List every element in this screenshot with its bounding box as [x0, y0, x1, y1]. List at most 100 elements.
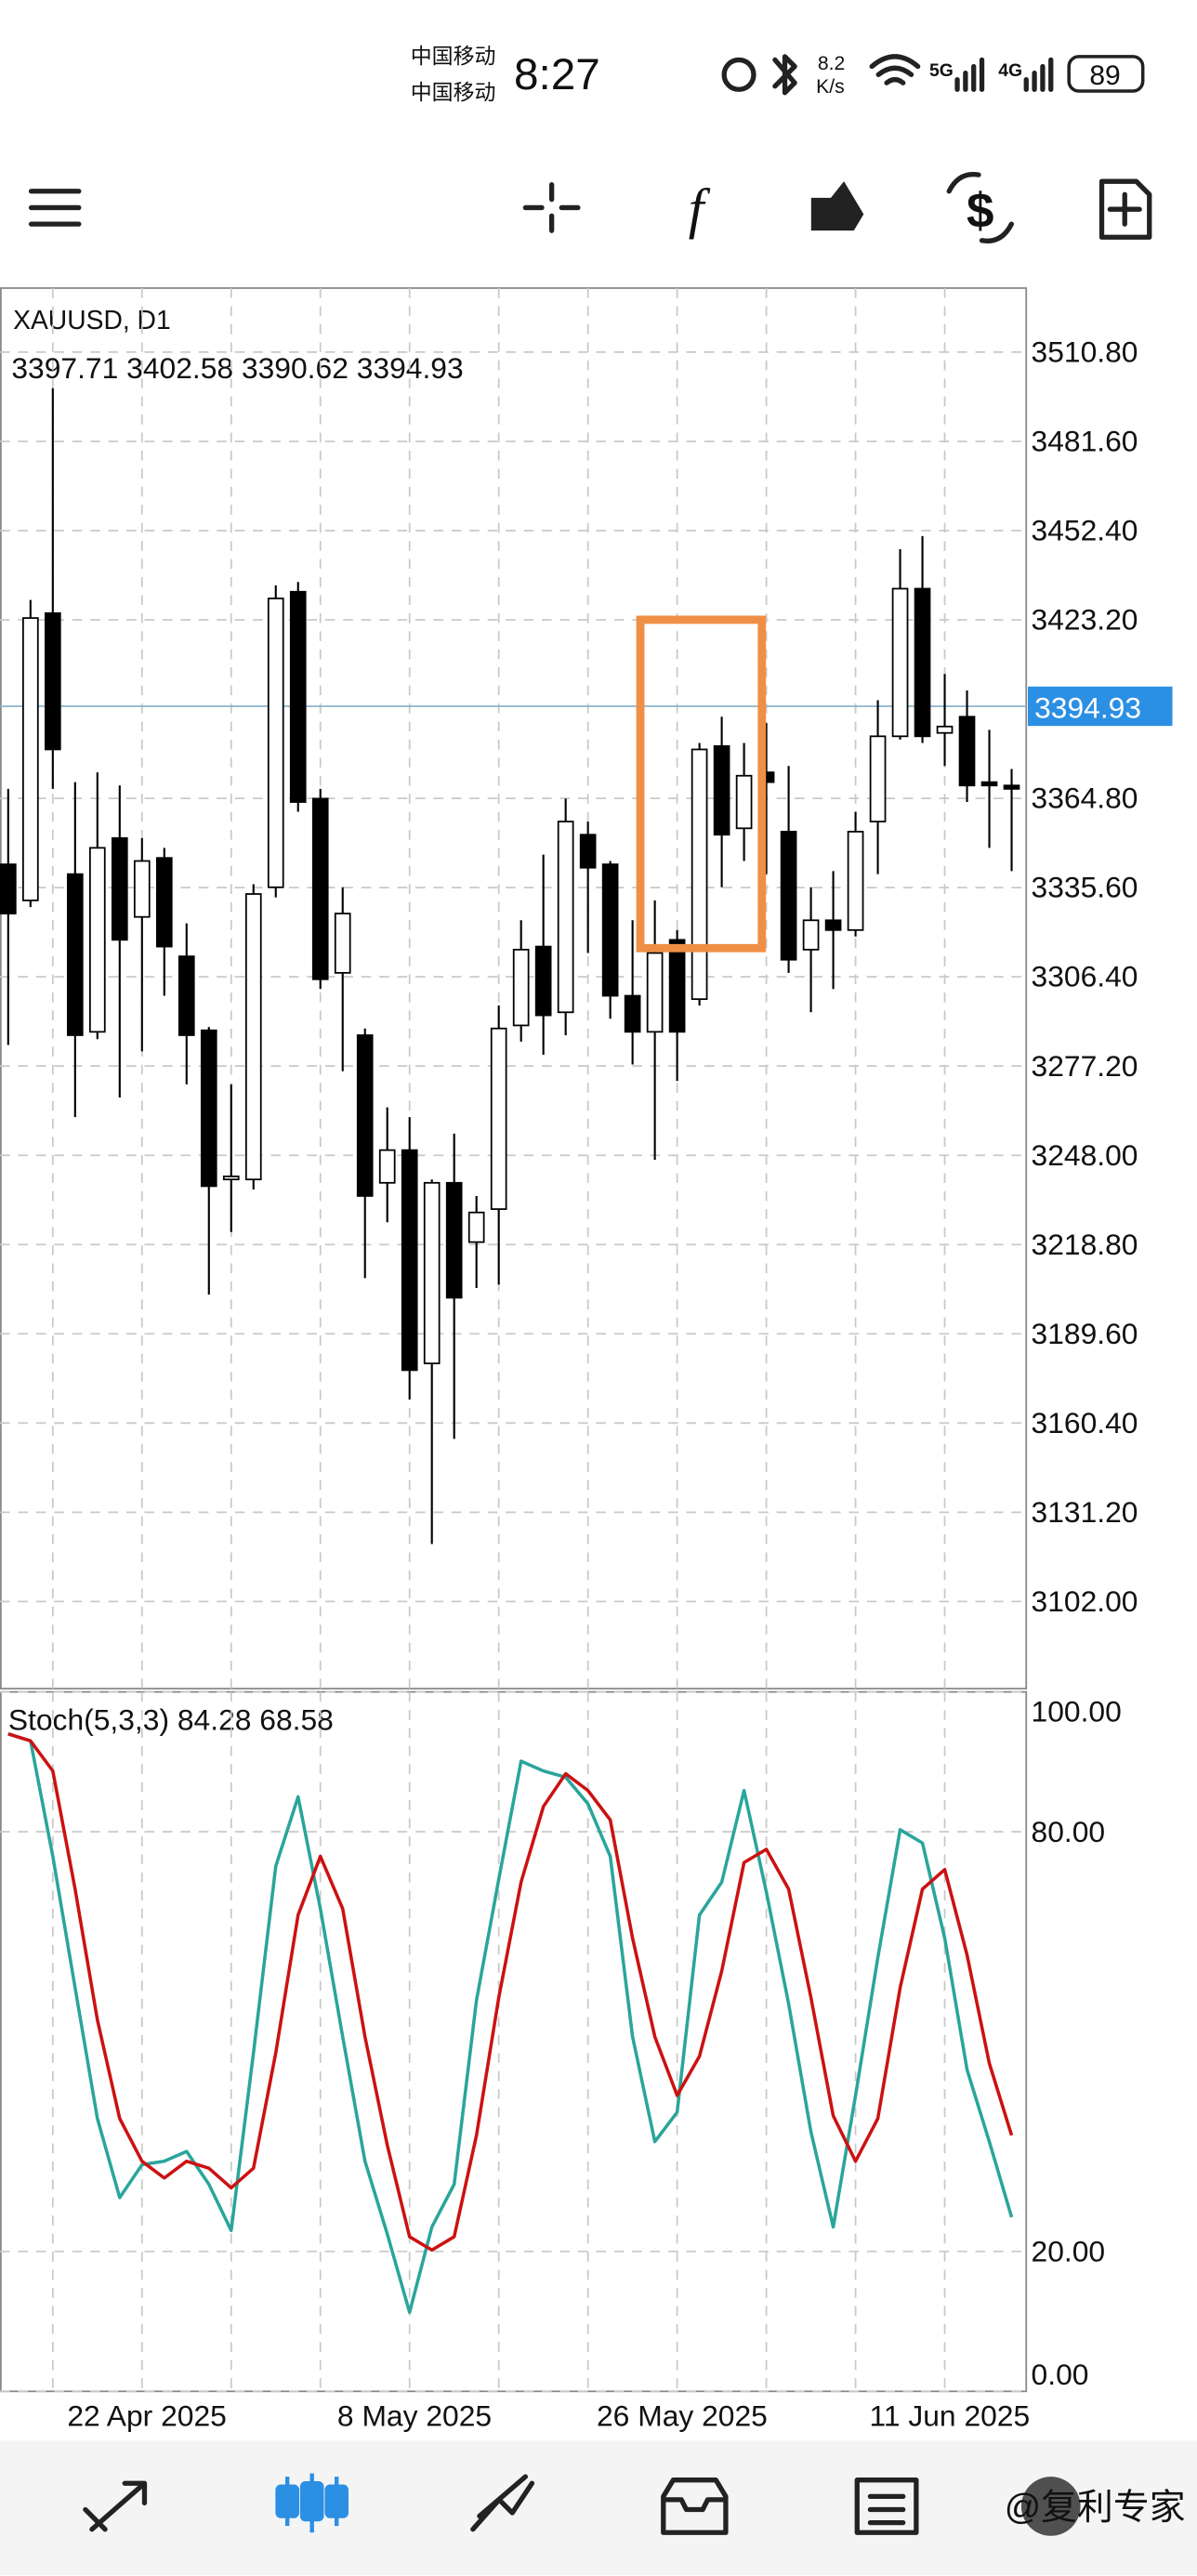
candle-body-up [512, 948, 530, 1027]
candle-body-up [378, 1149, 396, 1184]
trade-arrows [946, 171, 1015, 243]
net-unit: K/s [816, 76, 845, 98]
y-tick-label: 3131.20 [1032, 1495, 1138, 1529]
symbol-title: XAUUSD, D1 [13, 305, 171, 335]
crosshair-button[interactable] [522, 182, 581, 233]
candle-body-up [222, 1176, 240, 1181]
candle-body-down [1003, 784, 1020, 790]
y-tick-label: 0.00 [1032, 2358, 1089, 2391]
chart-tab[interactable] [275, 2473, 349, 2533]
ohlc-legend: 3397.71 3402.58 3390.62 3394.93 [11, 351, 463, 385]
y-tick-label: 3160.40 [1032, 1406, 1138, 1439]
signal-icon [1023, 57, 1054, 92]
signal-label: 4G [998, 60, 1022, 81]
alarm-icon [721, 57, 756, 92]
nav-background [0, 2440, 1197, 2576]
candle-body-down [914, 587, 931, 738]
candle-body-up [691, 748, 708, 1001]
carrier: 中国移动 [411, 44, 496, 68]
legend-d: 68.58 [259, 1702, 334, 1736]
y-tick-label: 3510.80 [1032, 335, 1138, 369]
candle-body-down [601, 863, 619, 997]
candle-body-up [735, 774, 753, 830]
y-tick-label: 3364.80 [1032, 782, 1138, 815]
bluetooth-icon [772, 54, 797, 96]
candle-body-up [936, 725, 954, 734]
candle-body-down [401, 1149, 418, 1372]
legend-open: 3397.71 [11, 351, 118, 385]
y-tick-label: 100.00 [1032, 1694, 1122, 1728]
carrier: 中国移动 [411, 80, 496, 104]
bottom-nav: @复利专家 [0, 2440, 1197, 2576]
objects-button[interactable] [810, 181, 864, 231]
candle-body-up [88, 847, 106, 1033]
menu-button[interactable] [28, 189, 82, 227]
candle-body-up [133, 860, 151, 918]
signal-label: 5G [929, 60, 954, 81]
candle-body-up [869, 735, 887, 822]
quotes-tab[interactable] [83, 2480, 148, 2532]
indicator-name: Stoch(5,3,3) [8, 1702, 169, 1736]
tab-icon [275, 2484, 300, 2518]
candle-body-down [200, 1029, 217, 1188]
candle-body-down [155, 857, 173, 948]
candle-body-up [802, 919, 820, 951]
indicators-button[interactable]: f [689, 177, 711, 240]
candle-body-down [111, 836, 128, 941]
candle-body-down [624, 994, 641, 1033]
candle-body-down [356, 1034, 374, 1197]
candle-body-down [289, 590, 307, 803]
y-tick-label: 80.00 [1032, 1815, 1106, 1848]
candle-body-up [267, 598, 284, 888]
y-tick-label: 3102.00 [1032, 1584, 1138, 1618]
legend-low: 3390.62 [242, 351, 349, 385]
legend-k: 84.28 [178, 1702, 252, 1736]
y-tick-label: 3218.80 [1032, 1228, 1138, 1261]
candle-body-down [579, 834, 597, 869]
current-price-label: 3394.93 [1034, 690, 1141, 724]
candle-body-down [445, 1181, 463, 1299]
net-speed: 8.2 [818, 53, 845, 74]
candle-body-down [66, 873, 84, 1036]
candle-body-down [668, 939, 686, 1033]
battery-level: 89 [1089, 60, 1120, 91]
new-order-button[interactable] [1098, 178, 1152, 240]
current-price-tag [1028, 686, 1173, 727]
y-tick-label: 3423.20 [1032, 603, 1138, 637]
candle-body-down [311, 797, 329, 980]
candle-body-down [980, 781, 998, 787]
tab-icon [324, 2484, 349, 2518]
stoch-line [7, 1732, 1014, 2253]
candle-body-up [334, 913, 351, 974]
candle-body-up [646, 952, 664, 1033]
candle-body-down [713, 744, 730, 836]
toolbar: f $ [28, 171, 1152, 243]
candle-body-down [44, 611, 61, 751]
plot-layer: 3510.80 3481.60 3452.40 3423.20 3364.80 3335.… [0, 288, 1173, 2432]
battery-icon [1067, 55, 1145, 93]
watermark-logo [1020, 2477, 1081, 2536]
signal-icon [954, 57, 985, 92]
candle-body-up [490, 1027, 507, 1210]
y-tick-label: 3248.00 [1032, 1138, 1138, 1172]
history-tab[interactable] [661, 2477, 729, 2535]
candle-body-up [423, 1181, 441, 1365]
stoch-line [7, 1732, 1014, 2315]
candle-body-up [21, 617, 39, 901]
candle-body-up [847, 831, 864, 931]
annotation-box [636, 615, 767, 953]
candle-body-down [824, 919, 842, 931]
tab-icon [299, 2481, 324, 2522]
candle-body-down [0, 863, 17, 914]
y-tick-label: 3189.60 [1032, 1317, 1138, 1350]
status-bar: 中国移动 中国移动 8:27 8.2 K/s 5G 4G 89 [411, 44, 1145, 104]
clock: 8:27 [514, 50, 600, 99]
x-tick-label: 11 Jun 2025 [870, 2399, 1031, 2432]
trade-button[interactable]: $ [967, 184, 993, 239]
x-tick-label: 8 May 2025 [337, 2399, 492, 2432]
news-tab[interactable] [854, 2477, 919, 2535]
trade-tab[interactable] [470, 2474, 535, 2532]
wifi-icon [869, 54, 921, 85]
legend-high: 3402.58 [126, 351, 233, 385]
